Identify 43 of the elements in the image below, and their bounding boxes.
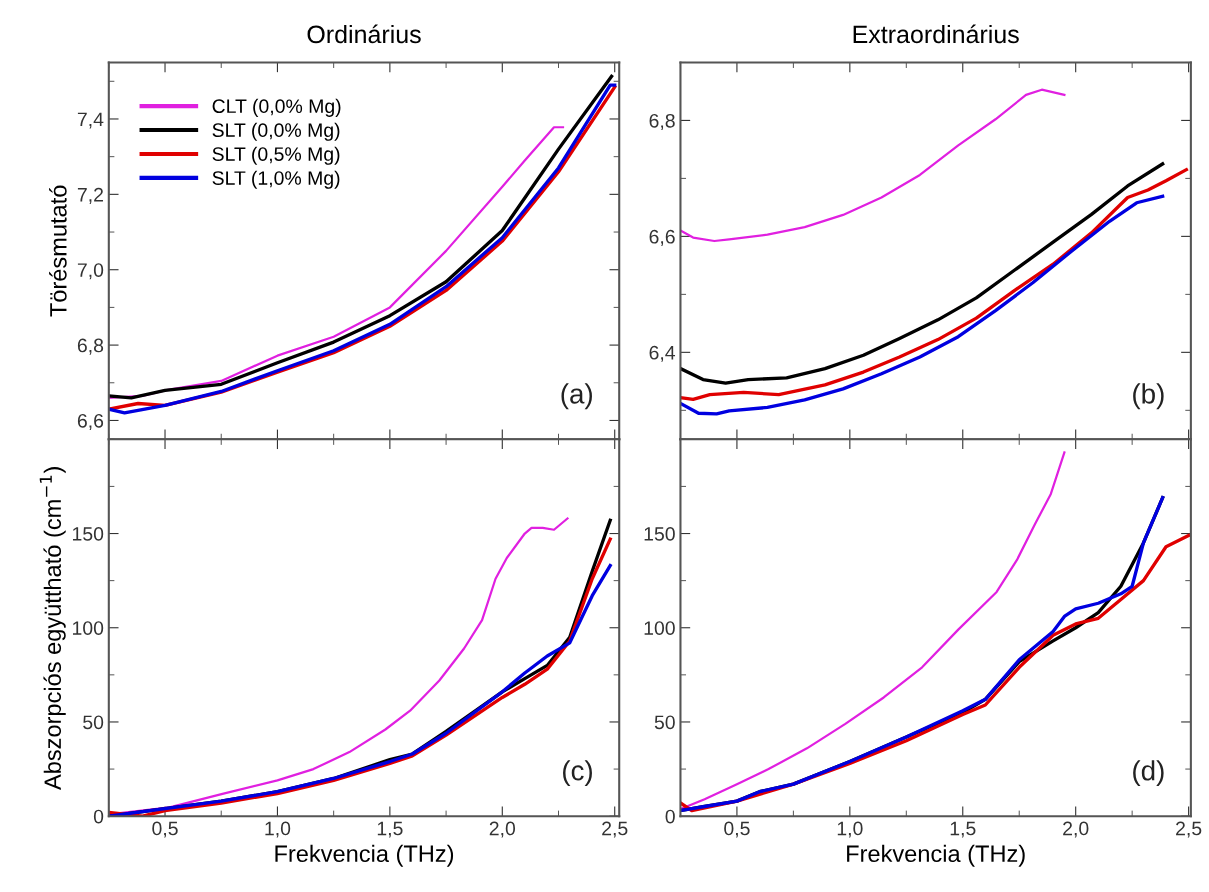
line-series [680,194,1165,416]
x-tick-label: 2,0 [1063,821,1089,838]
x-tick-label: 0,5 [152,821,178,838]
x-tick-label: 1,5 [377,821,403,838]
y-tick-label: 0 [665,809,675,824]
x-axis-title: Frekvencia (THz) [275,844,454,867]
line-series [680,88,1066,243]
annotation: (c) [563,760,592,787]
y-axis-title: Törésmutató [49,185,67,317]
y-tick-label: 7,4 [77,112,104,129]
legend-label: SLT (1,0% Mg) [212,170,340,189]
x-tick-label: 1,5 [950,821,976,838]
y-tick-label: 50 [654,715,675,730]
y-tick-label: 50 [83,715,104,730]
legend-label: SLT (0,0% Mg) [212,122,340,141]
annotation: (d) [1133,760,1164,787]
chart-title: Ordinárius [307,24,421,44]
annotation: (b) [1133,383,1164,410]
chart-title: Extraordinárius [853,24,1019,44]
x-tick-label: 0,5 [724,821,750,838]
x-tick-label: 1,0 [265,821,291,838]
y-tick-label: 7,0 [77,263,104,280]
y-tick-label: 6,8 [649,113,675,130]
y-tick-label: 150 [72,527,104,541]
legend-label: CLT (0,0% Mg) [212,98,341,117]
y-tick-label: 100 [644,621,675,635]
annotation: (a) [561,383,592,410]
legend-label: SLT (0,5% Mg) [212,146,340,165]
y-tick-label: 0 [93,809,104,824]
x-tick-label: 2,0 [489,821,516,838]
y-tick-label: 6,6 [77,413,104,430]
y-tick-label: 6,8 [77,338,104,355]
x-tick-label: 2,5 [602,821,628,838]
y-tick-label: 6,4 [649,345,676,362]
y-tick-label: 6,6 [649,229,675,246]
y-tick-label: 100 [72,621,104,635]
line-series [680,451,1066,810]
x-tick-label: 2,5 [1176,821,1202,838]
y-axis-title: Abszorpciós együttható (cm$^{−1}$) [39,467,66,791]
x-axis-title: Frekvencia (THz) [847,844,1025,867]
y-tick-label: 150 [644,527,675,541]
x-tick-label: 1,0 [837,821,863,838]
y-tick-label: 7,2 [77,187,103,204]
